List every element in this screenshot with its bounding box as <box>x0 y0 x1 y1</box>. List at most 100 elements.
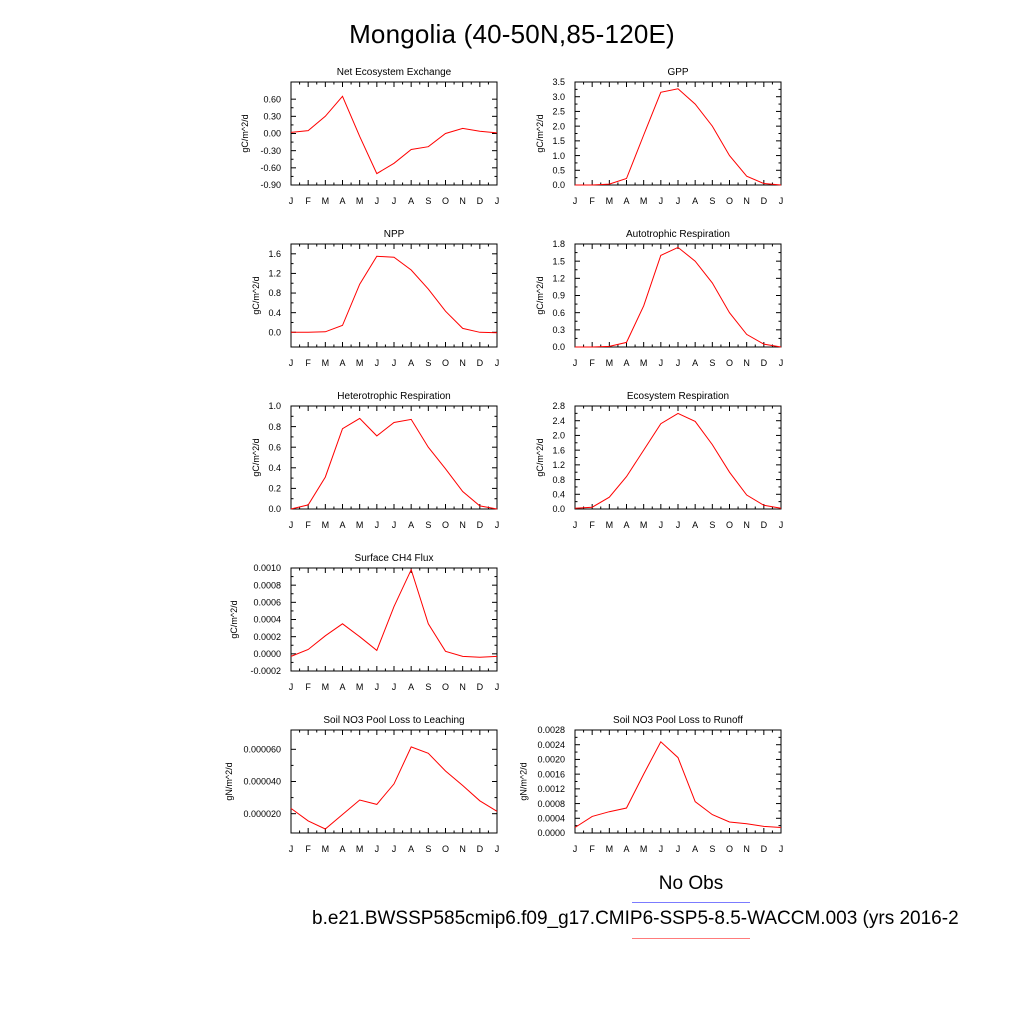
y-axis-label: gC/m^2/d <box>535 114 545 152</box>
x-tick-label: O <box>726 196 733 206</box>
x-tick-label: N <box>459 682 466 692</box>
x-tick-label: F <box>589 196 595 206</box>
x-tick-label: D <box>477 520 484 530</box>
x-tick-label: J <box>779 520 784 530</box>
series-line <box>574 740 782 828</box>
x-tick-label: J <box>779 358 784 368</box>
x-tick-label: D <box>761 358 768 368</box>
x-tick-label: J <box>659 358 664 368</box>
x-tick-label: A <box>339 520 345 530</box>
y-tick-label: 0.2 <box>268 484 281 494</box>
x-tick-label: N <box>743 520 750 530</box>
y-tick-label: 2.8 <box>552 401 565 411</box>
x-tick-label: D <box>477 844 484 854</box>
x-tick-label: F <box>305 520 311 530</box>
x-tick-label: M <box>606 358 614 368</box>
y-tick-label: 0.0 <box>552 180 565 190</box>
x-tick-label: F <box>305 682 311 692</box>
x-tick-label: O <box>726 520 733 530</box>
x-tick-label: J <box>375 358 380 368</box>
chart-title: Autotrophic Respiration <box>626 229 730 240</box>
x-tick-label: O <box>442 358 449 368</box>
y-tick-label: 3.5 <box>552 77 565 87</box>
x-tick-label: J <box>573 358 578 368</box>
x-tick-label: A <box>339 682 345 692</box>
x-tick-label: J <box>392 358 397 368</box>
y-tick-label: 0.60 <box>263 94 281 104</box>
y-tick-label: -0.90 <box>260 180 281 190</box>
x-tick-label: J <box>375 196 380 206</box>
x-tick-label: J <box>573 196 578 206</box>
x-tick-label: D <box>477 682 484 692</box>
y-tick-label: 1.8 <box>552 239 565 249</box>
x-tick-label: J <box>659 520 664 530</box>
y-tick-label: 0.0010 <box>253 563 281 573</box>
x-tick-label: J <box>392 844 397 854</box>
x-tick-label: A <box>692 358 698 368</box>
y-tick-label: 1.2 <box>552 274 565 284</box>
y-tick-label: 2.4 <box>552 416 565 426</box>
x-tick-label: A <box>692 844 698 854</box>
chart-title: Net Ecosystem Exchange <box>337 67 452 78</box>
y-tick-label: 0.0008 <box>253 580 281 590</box>
y-tick-label: -0.60 <box>260 163 281 173</box>
y-tick-label: 0.0000 <box>253 649 281 659</box>
x-tick-label: A <box>408 358 414 368</box>
x-tick-label: J <box>779 196 784 206</box>
x-tick-label: A <box>623 196 629 206</box>
y-tick-label: 2.0 <box>552 431 565 441</box>
x-tick-label: M <box>322 844 330 854</box>
y-axis-label: gC/m^2/d <box>251 438 261 476</box>
x-tick-label: M <box>606 196 614 206</box>
series-line <box>574 412 782 509</box>
x-tick-label: O <box>726 358 733 368</box>
y-tick-label: 0.000060 <box>243 745 281 755</box>
y-axis-label: gN/m^2/d <box>519 762 529 800</box>
x-tick-label: M <box>356 682 364 692</box>
x-tick-label: F <box>305 358 311 368</box>
y-tick-label: 0.4 <box>268 308 281 318</box>
y-axis-label: gC/m^2/d <box>535 438 545 476</box>
y-tick-label: 1.0 <box>268 401 281 411</box>
y-tick-label: 0.0016 <box>537 769 565 779</box>
x-tick-label: A <box>408 520 414 530</box>
y-tick-label: 0.0008 <box>537 799 565 809</box>
x-tick-label: A <box>623 844 629 854</box>
y-tick-label: 0.0006 <box>253 598 281 608</box>
x-tick-label: S <box>709 358 715 368</box>
x-tick-label: N <box>743 358 750 368</box>
y-tick-label: 0.0002 <box>253 632 281 642</box>
series-line <box>575 88 782 186</box>
x-tick-label: A <box>408 682 414 692</box>
x-tick-label: A <box>692 196 698 206</box>
y-axis-label: gC/m^2/d <box>229 600 239 638</box>
x-tick-label: O <box>442 520 449 530</box>
y-tick-label: 0.5 <box>552 165 565 175</box>
x-tick-label: M <box>606 520 614 530</box>
chart-title: GPP <box>667 67 688 78</box>
x-tick-label: J <box>392 196 397 206</box>
x-tick-label: J <box>289 682 294 692</box>
x-tick-label: J <box>676 520 681 530</box>
x-tick-label: S <box>425 520 431 530</box>
x-tick-label: M <box>606 844 614 854</box>
x-tick-label: J <box>495 358 500 368</box>
series-line <box>290 95 498 175</box>
x-tick-label: J <box>573 844 578 854</box>
plot-frame <box>290 567 498 672</box>
series-line <box>291 255 498 334</box>
y-tick-label: 0.000040 <box>243 777 281 787</box>
x-tick-label: S <box>425 844 431 854</box>
chart-title: NPP <box>384 229 405 240</box>
x-tick-label: D <box>477 358 484 368</box>
x-tick-label: S <box>425 358 431 368</box>
x-tick-label: A <box>623 520 629 530</box>
x-tick-label: J <box>495 196 500 206</box>
